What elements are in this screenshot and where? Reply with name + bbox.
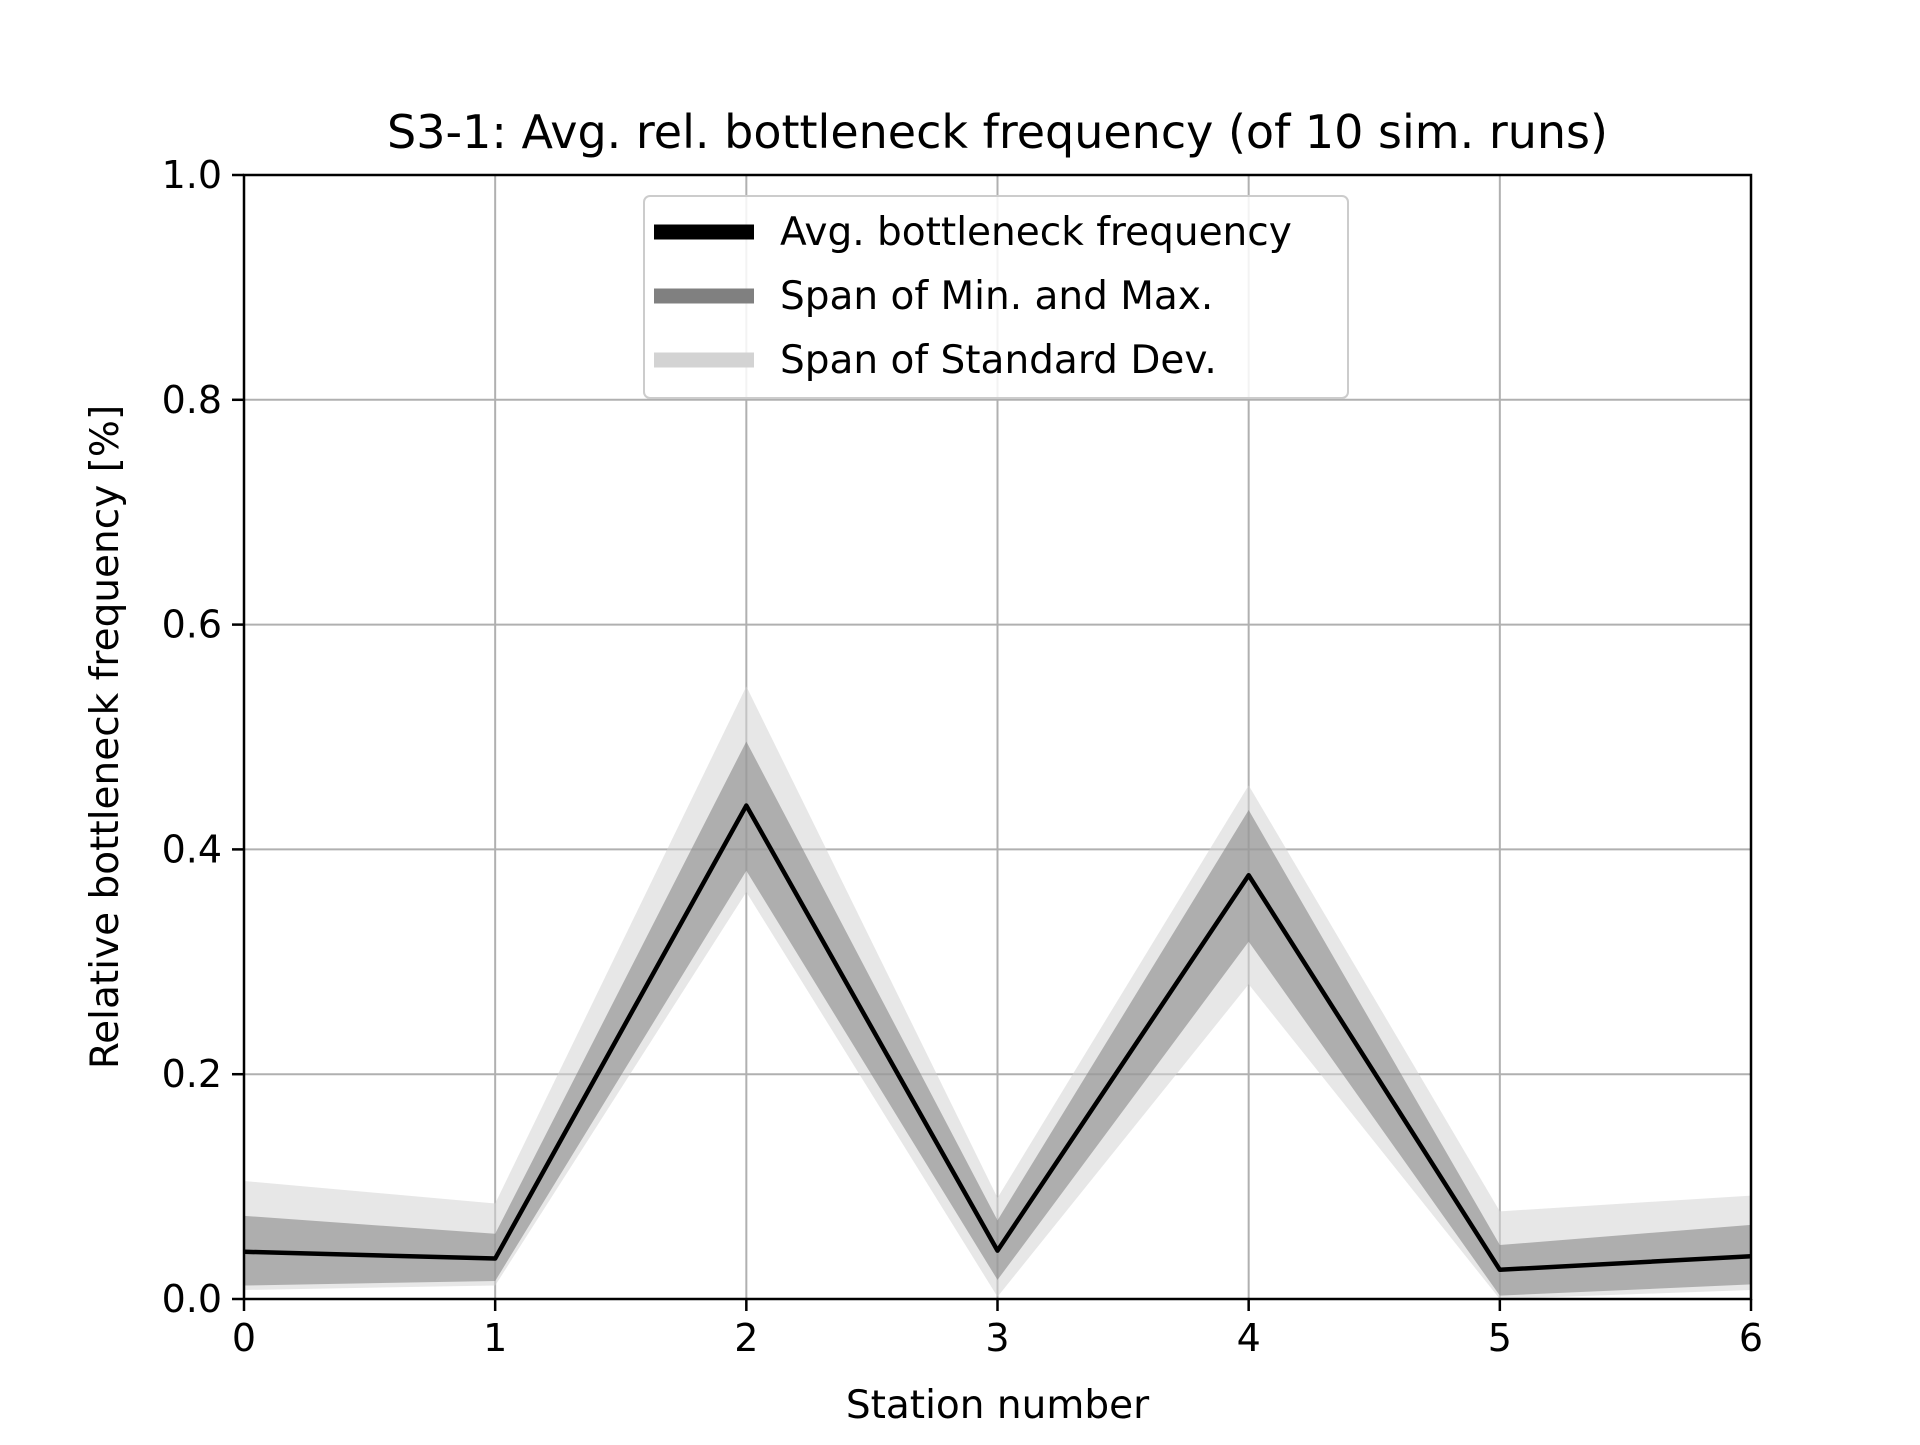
x-tick-label-4: 4 [1237,1316,1261,1360]
x-tick-label-0: 0 [232,1316,256,1360]
x-tick-label-3: 3 [985,1316,1009,1360]
y-tick-label-1.0: 1.0 [162,153,222,197]
x-tick-label-1: 1 [483,1316,507,1360]
x-tick-label-6: 6 [1739,1316,1763,1360]
legend: Avg. bottleneck frequency Span of Min. an… [644,196,1348,398]
x-axis-label: Station number [846,1383,1150,1428]
legend-entry-min-max-label: Span of Min. and Max. [780,274,1213,319]
chart-title: S3-1: Avg. rel. bottleneck frequency (of… [387,105,1608,159]
y-tick-label-0.4: 0.4 [162,827,222,871]
y-tick-label-0.6: 0.6 [162,603,222,647]
y-tick-label-0.0: 0.0 [162,1277,222,1321]
x-tick-label-2: 2 [734,1316,758,1360]
legend-entry-std-dev-label: Span of Standard Dev. [780,338,1217,383]
y-tick-label-0.2: 0.2 [162,1052,222,1096]
y-tick-label-0.8: 0.8 [162,378,222,422]
legend-entry-average-label: Avg. bottleneck frequency [780,210,1292,255]
y-axis-label: Relative bottleneck frequency [%] [83,405,128,1069]
x-tick-label-5: 5 [1488,1316,1512,1360]
